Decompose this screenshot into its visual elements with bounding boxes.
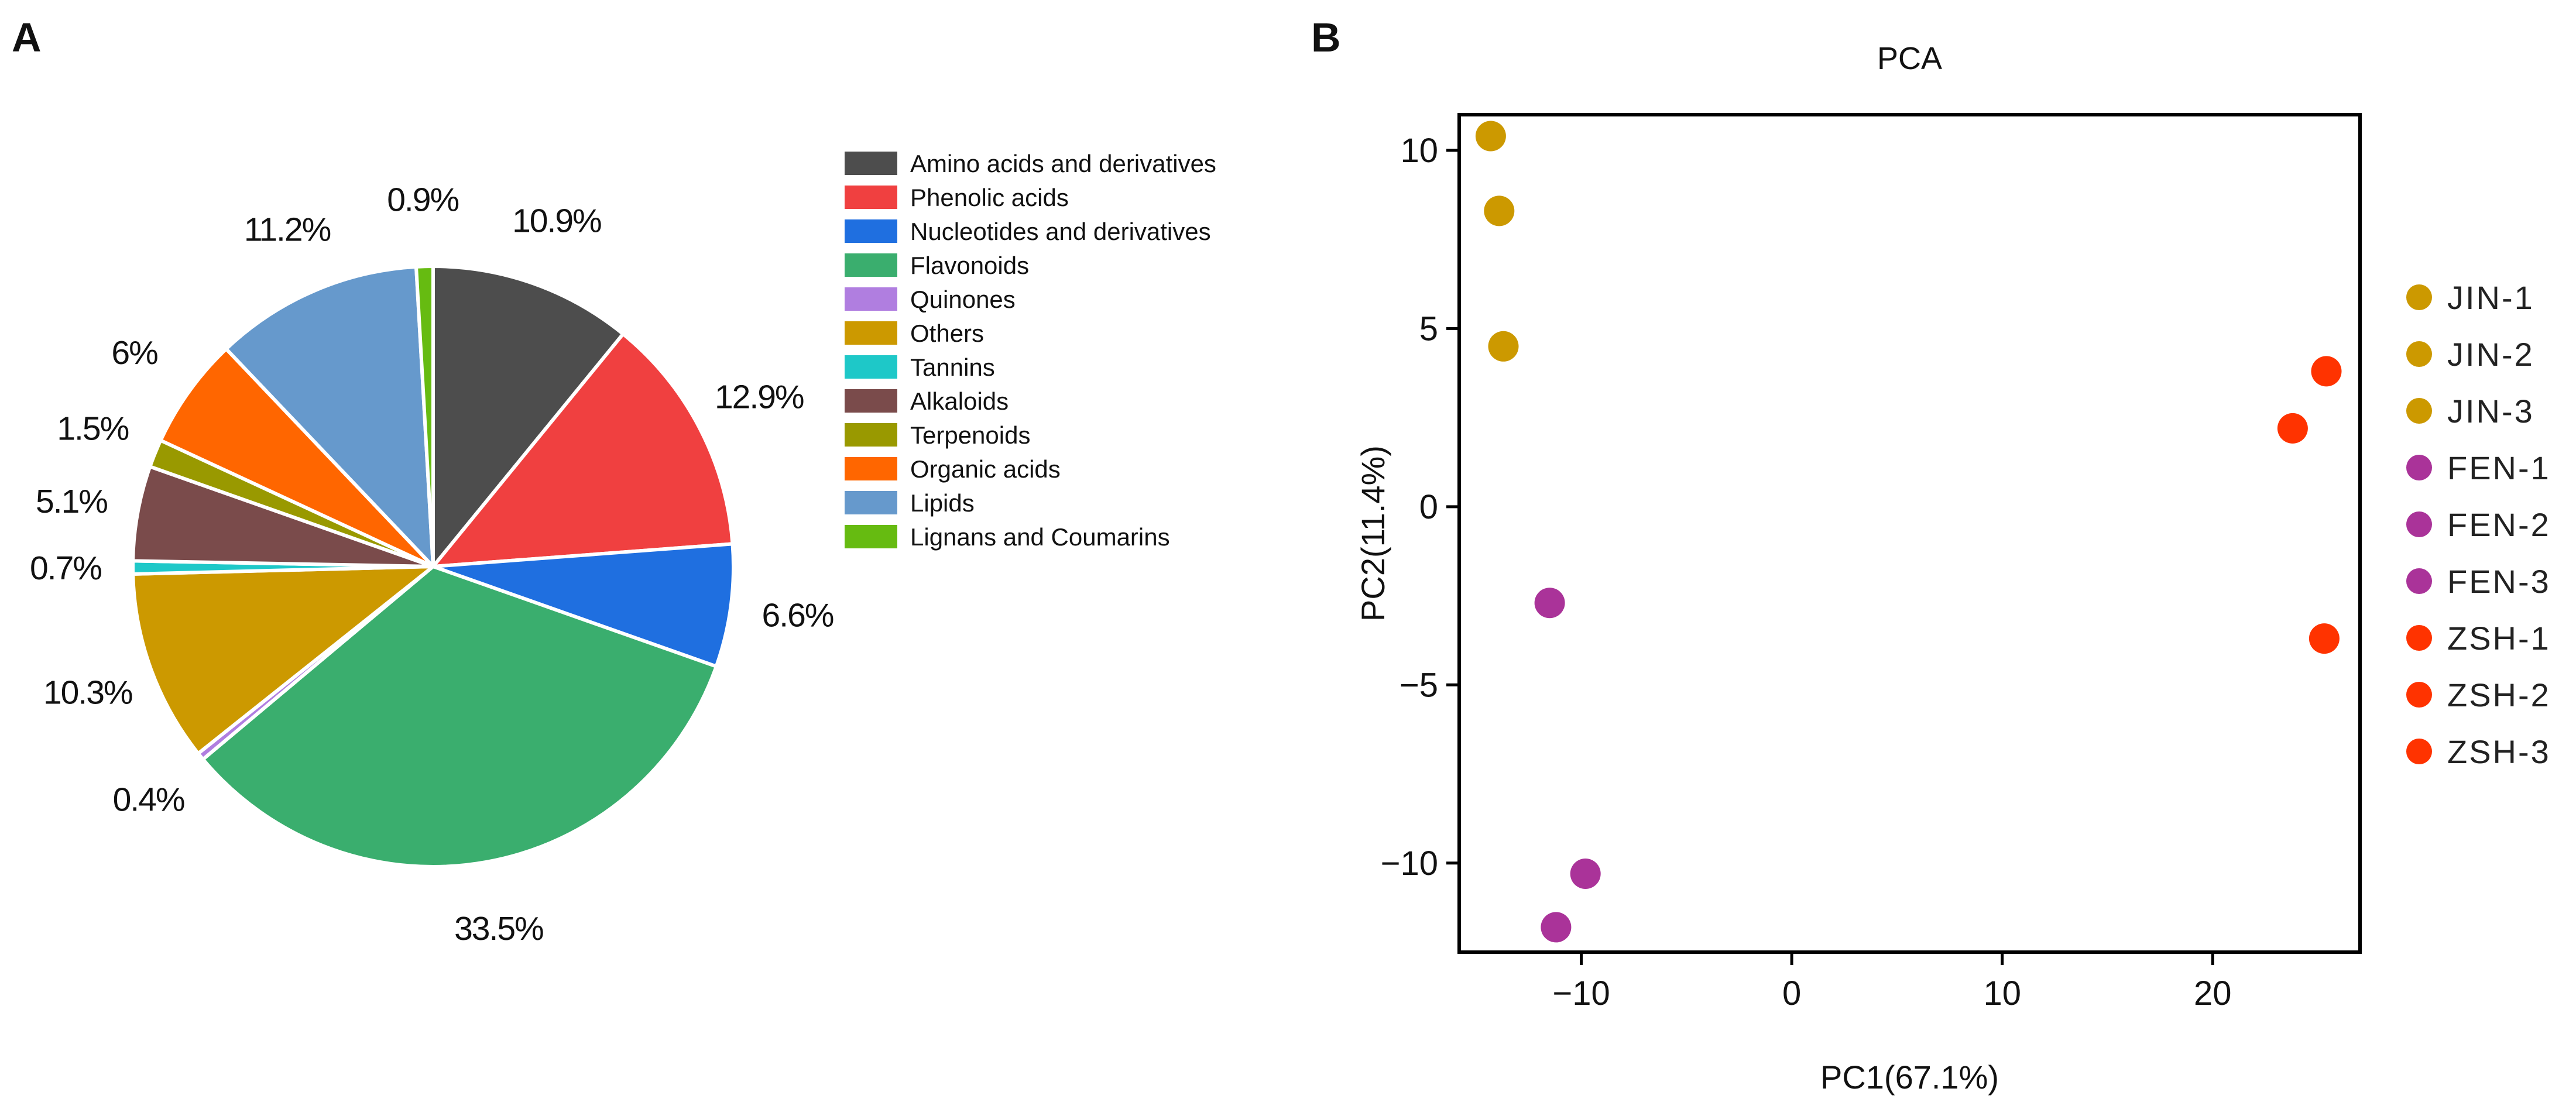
pie-chart [131,265,735,868]
legend-swatch-amino-acids-and-derivatives [845,152,897,175]
legend-swatch-tannins [845,355,897,379]
legend-label-flavonoids: Flavonoids [910,252,1029,279]
legend-label-alkaloids: Alkaloids [910,387,1009,415]
y-tick-label: −5 [1400,666,1438,704]
point-zsh-3 [2309,623,2340,654]
pie-label-phenolic-acids: 12.9% [715,379,804,416]
pie-legend: Amino acids and derivatives Phenolic acid… [845,150,1216,551]
x-tick-label: 10 [1983,974,2021,1012]
pie-label-flavonoids: 33.5% [454,910,543,947]
legend-label-organic-acids: Organic acids [910,455,1061,483]
pie-slice-lignans-and-coumarins [414,265,435,568]
pie-slice-lipids [224,265,435,568]
legend-label-zsh-3: ZSH-3 [2447,733,2551,770]
pie-label-quinones: 0.4% [113,781,184,818]
legend-marker-jin-2 [2406,341,2432,367]
legend-swatch-alkaloids [845,389,897,413]
legend-swatch-quinones [845,287,897,311]
legend-marker-fen-3 [2406,568,2432,594]
legend-swatch-phenolic-acids [845,186,897,209]
legend-swatch-lignans-and-coumarins [845,525,897,548]
legend-swatch-organic-acids [845,457,897,480]
legend-label-amino-acids-and-derivatives: Amino acids and derivatives [910,150,1216,177]
pie-label-nucleotides-and-derivatives: 6.6% [762,597,833,634]
legend-label-lipids: Lipids [910,489,975,517]
y-tick-label: 0 [1419,488,1438,526]
pie-slice-nucleotides-and-derivatives [431,542,735,668]
legend-swatch-terpenoids [845,423,897,447]
pie-label-alkaloids: 5.1% [36,483,107,520]
x-tick-label: 20 [2194,974,2232,1012]
point-jin-2 [1484,195,1515,226]
legend-marker-jin-3 [2406,398,2432,424]
legend-marker-fen-2 [2406,511,2432,537]
pie-percent-labels: 10.9% 12.9% 6.6% 33.5% 0.4% 10.3% 0.7% 5.1% 1.5%… [30,181,835,947]
legend-label-jin-2: JIN-2 [2447,336,2534,373]
point-jin-3 [1488,331,1519,362]
pca-legend: JIN-1 JIN-2 JIN-3 FEN-1 FEN-2 FEN-3 ZSH-1 ZSH-2… [2406,279,2551,770]
x-tick-label: −10 [1552,974,1610,1012]
legend-label-terpenoids: Terpenoids [910,421,1030,449]
pie-label-organic-acids: 6% [111,334,157,372]
pie-label-others: 10.3% [43,674,132,712]
pie-slice-others [131,565,435,756]
pie-label-amino-acids-and-derivatives: 10.9% [512,202,601,240]
pie-label-lipids: 11.2% [244,211,331,249]
point-zsh-2 [2277,413,2308,444]
pie-label-lignans-and-coumarins: 0.9% [387,181,458,218]
pca-x-axis-label: PC1(67.1%) [1820,1059,1999,1096]
pie-slice-flavonoids [201,565,718,868]
pca-frame [1457,113,2362,954]
pca-plot-area: −10 0 10 20 10 5 0 −5 −10 [1381,113,2362,1012]
pca-title: PCA [1877,41,1942,76]
legend-swatch-flavonoids [845,253,897,277]
legend-label-fen-2: FEN-2 [2447,506,2551,543]
panel-a-letter: A [12,15,42,60]
pie-slice-amino-acids-and-derivatives [431,265,625,568]
pie-slice-phenolic-acids [431,332,735,568]
point-fen-2 [1570,859,1601,889]
point-jin-1 [1475,121,1506,152]
legend-label-nucleotides-and-derivatives: Nucleotides and derivatives [910,218,1211,245]
legend-label-fen-1: FEN-1 [2447,449,2551,486]
legend-marker-fen-1 [2406,455,2432,480]
legend-marker-jin-1 [2406,284,2432,310]
panel-b-letter: B [1311,15,1341,60]
legend-label-fen-3: FEN-3 [2447,563,2551,600]
legend-label-zsh-2: ZSH-2 [2447,677,2551,713]
legend-swatch-nucleotides-and-derivatives [845,219,897,243]
legend-marker-zsh-3 [2406,739,2432,764]
legend-marker-zsh-2 [2406,682,2432,708]
point-fen-3 [1541,912,1572,943]
legend-swatch-lipids [845,491,897,514]
y-tick-label: 5 [1419,310,1438,348]
legend-label-jin-1: JIN-1 [2447,279,2534,316]
legend-label-tannins: Tannins [910,353,995,381]
legend-swatch-others [845,321,897,345]
pie-label-tannins: 0.7% [30,550,101,587]
point-fen-1 [1534,588,1565,619]
legend-label-phenolic-acids: Phenolic acids [910,184,1069,211]
legend-label-zsh-1: ZSH-1 [2447,620,2551,657]
legend-marker-zsh-1 [2406,625,2432,651]
x-tick-label: 0 [1782,974,1801,1012]
y-tick-label: 10 [1400,132,1438,170]
legend-label-jin-3: JIN-3 [2447,393,2534,430]
legend-label-others: Others [910,320,984,347]
legend-label-quinones: Quinones [910,286,1016,313]
y-tick-label: −10 [1381,844,1438,883]
legend-label-lignans-and-coumarins: Lignans and Coumarins [910,523,1170,551]
point-zsh-1 [2311,356,2342,387]
pca-y-axis-label: PC2(11.4%) [1354,445,1391,622]
pie-slice-organic-acids [159,347,435,568]
pie-label-terpenoids: 1.5% [57,410,128,447]
